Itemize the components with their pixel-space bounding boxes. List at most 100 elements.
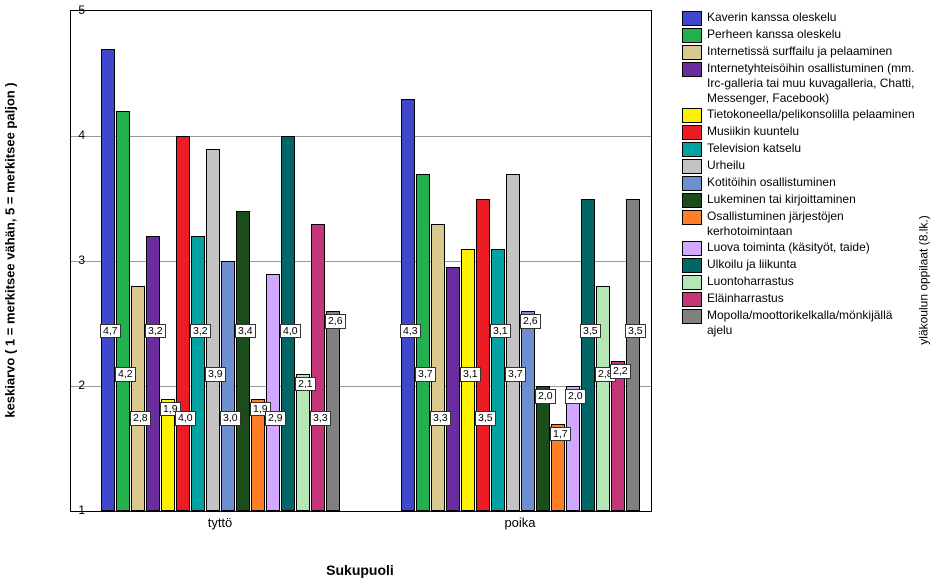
gridline	[71, 136, 651, 137]
bar-value-label: 2,1	[295, 377, 316, 392]
bar	[236, 211, 250, 511]
legend: yläkoulun oppilaat (8.lk.) Kaverin kanss…	[670, 0, 925, 586]
legend-label: Osallistuminen järjestöjen kerhotoiminta…	[707, 209, 920, 239]
bar	[506, 174, 520, 512]
bar-value-label: 3,1	[490, 324, 511, 339]
legend-label: Luova toiminta (käsityöt, taide)	[707, 240, 870, 255]
bar-value-label: 3,0	[220, 411, 241, 426]
bar-value-label: 2,6	[520, 314, 541, 329]
legend-swatch	[682, 45, 702, 60]
legend-item: Musiikin kuuntelu	[682, 124, 920, 140]
plot-area: 4,74,22,83,21,94,03,23,93,03,41,92,94,02…	[70, 10, 652, 512]
legend-swatch	[682, 258, 702, 273]
legend-label: Eläinharrastus	[707, 291, 784, 306]
legend-label: Kaverin kanssa oleskelu	[707, 10, 836, 25]
legend-label: Kotitöihin osallistuminen	[707, 175, 836, 190]
bar-value-label: 3,4	[235, 324, 256, 339]
bar-value-label: 4,0	[280, 324, 301, 339]
bar	[446, 267, 460, 511]
bar	[596, 286, 610, 511]
bar	[176, 136, 190, 511]
category-label: poika	[400, 515, 640, 530]
legend-swatch	[682, 142, 702, 157]
legend-label: Urheilu	[707, 158, 745, 173]
legend-label: Lukeminen tai kirjoittaminen	[707, 192, 856, 207]
y-tick: 3	[65, 253, 85, 267]
legend-swatch	[682, 309, 702, 324]
y-tick: 5	[65, 3, 85, 17]
legend-label: Musiikin kuuntelu	[707, 124, 799, 139]
category-label: tyttö	[100, 515, 340, 530]
legend-item: Luova toiminta (käsityöt, taide)	[682, 240, 920, 256]
y-tick: 4	[65, 128, 85, 142]
legend-swatch	[682, 275, 702, 290]
bar	[536, 386, 550, 511]
bar-value-label: 2,0	[565, 389, 586, 404]
bar-value-label: 3,2	[190, 324, 211, 339]
bar-value-label: 3,2	[145, 324, 166, 339]
bar	[101, 49, 115, 512]
bar	[221, 261, 235, 511]
bar	[476, 199, 490, 512]
y-axis-label: keskiarvo ( 1 = merkitsee vähän, 5 = mer…	[3, 82, 18, 417]
legend-swatch	[682, 193, 702, 208]
bar-value-label: 2,6	[325, 314, 346, 329]
bar-value-label: 2,2	[610, 364, 631, 379]
legend-swatch	[682, 292, 702, 307]
legend-item: Internetyhteisöihin osallistuminen (mm. …	[682, 61, 920, 106]
bar	[296, 374, 310, 512]
legend-swatch	[682, 159, 702, 174]
bar-value-label: 2,9	[265, 411, 286, 426]
bar-value-label: 2,0	[535, 389, 556, 404]
legend-item: Internetissä surffailu ja pelaaminen	[682, 44, 920, 60]
bar-value-label: 4,7	[100, 324, 121, 339]
bar-value-label: 3,1	[460, 367, 481, 382]
bar-value-label: 3,5	[580, 324, 601, 339]
legend-item: Urheilu	[682, 158, 920, 174]
y-tick: 2	[65, 378, 85, 392]
bar	[116, 111, 130, 511]
y-tick: 1	[65, 503, 85, 517]
legend-item: Perheen kanssa oleskelu	[682, 27, 920, 43]
legend-item: Luontoharrastus	[682, 274, 920, 290]
legend-label: Internetissä surffailu ja pelaaminen	[707, 44, 892, 59]
bar-value-label: 4,3	[400, 324, 421, 339]
legend-item: Lukeminen tai kirjoittaminen	[682, 192, 920, 208]
x-axis-label: Sukupuoli	[70, 562, 650, 578]
legend-swatch	[682, 11, 702, 26]
legend-label: Television katselu	[707, 141, 801, 156]
legend-item: Mopolla/moottorikelkalla/mönkijällä ajel…	[682, 308, 920, 338]
legend-label: Mopolla/moottorikelkalla/mönkijällä ajel…	[707, 308, 920, 338]
bar	[401, 99, 415, 512]
legend-swatch	[682, 241, 702, 256]
legend-swatch	[682, 176, 702, 191]
bar-value-label: 3,9	[205, 367, 226, 382]
legend-item: Osallistuminen järjestöjen kerhotoiminta…	[682, 209, 920, 239]
bar-value-label: 3,3	[430, 411, 451, 426]
bar-value-label: 4,2	[115, 367, 136, 382]
bar-value-label: 3,3	[310, 411, 331, 426]
bar-value-label: 4,0	[175, 411, 196, 426]
bar	[311, 224, 325, 512]
legend-item: Eläinharrastus	[682, 291, 920, 307]
legend-swatch	[682, 210, 702, 225]
bar-value-label: 3,5	[475, 411, 496, 426]
bar-value-label: 3,5	[625, 324, 646, 339]
legend-swatch	[682, 108, 702, 123]
legend-item: Television katselu	[682, 141, 920, 157]
bar-value-label: 1,7	[550, 427, 571, 442]
legend-label: Ulkoilu ja liikunta	[707, 257, 796, 272]
chart-container: 4,74,22,83,21,94,03,23,93,03,41,92,94,02…	[0, 0, 670, 586]
legend-swatch	[682, 62, 702, 77]
bar	[491, 249, 505, 512]
legend-item: Kotitöihin osallistuminen	[682, 175, 920, 191]
bar	[146, 236, 160, 511]
bar	[611, 361, 625, 511]
legend-item: Kaverin kanssa oleskelu	[682, 10, 920, 26]
bar-value-label: 3,7	[505, 367, 526, 382]
legend-item: Ulkoilu ja liikunta	[682, 257, 920, 273]
legend-label: Luontoharrastus	[707, 274, 794, 289]
legend-swatch	[682, 125, 702, 140]
bar-value-label: 2,8	[130, 411, 151, 426]
bar	[266, 274, 280, 512]
